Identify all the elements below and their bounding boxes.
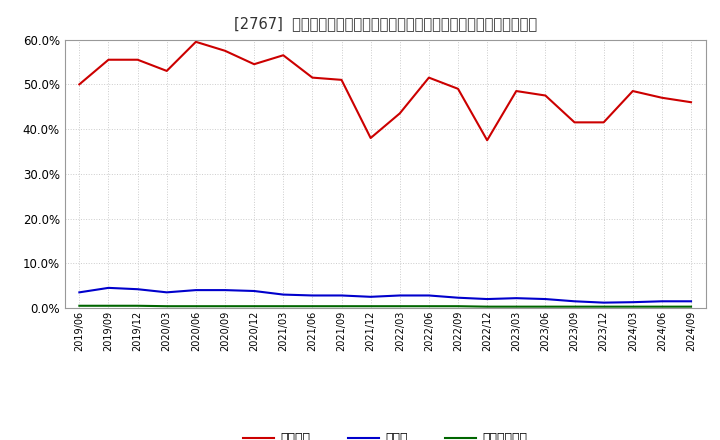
繰延税金資産 (425, 304, 433, 309)
のれん (657, 299, 666, 304)
のれん (163, 290, 171, 295)
のれん (220, 287, 229, 293)
自己資本 (454, 86, 462, 92)
繰延税金資産 (687, 304, 696, 309)
のれん (454, 295, 462, 301)
自己資本 (250, 62, 258, 67)
自己資本 (687, 99, 696, 105)
のれん (250, 288, 258, 293)
繰延税金資産 (483, 304, 492, 309)
のれん (75, 290, 84, 295)
繰延税金資産 (395, 304, 404, 309)
のれん (279, 292, 287, 297)
自己資本 (220, 48, 229, 53)
自己資本 (541, 93, 550, 98)
Legend: 自己資本, のれん, 繰延税金資産: 自己資本, のれん, 繰延税金資産 (238, 427, 533, 440)
のれん (192, 287, 200, 293)
のれん (599, 300, 608, 305)
繰延税金資産 (629, 304, 637, 309)
繰延税金資産 (366, 304, 375, 309)
繰延税金資産 (570, 304, 579, 309)
自己資本 (425, 75, 433, 80)
自己資本 (104, 57, 113, 62)
繰延税金資産 (657, 304, 666, 309)
のれん (541, 297, 550, 302)
自己資本 (395, 111, 404, 116)
繰延税金資産 (279, 304, 287, 309)
自己資本 (133, 57, 142, 62)
のれん (483, 297, 492, 302)
繰延税金資産 (454, 304, 462, 309)
のれん (366, 294, 375, 300)
繰延税金資産 (104, 303, 113, 308)
のれん (570, 299, 579, 304)
自己資本 (599, 120, 608, 125)
Line: のれん: のれん (79, 288, 691, 303)
自己資本 (337, 77, 346, 82)
繰延税金資産 (75, 303, 84, 308)
自己資本 (570, 120, 579, 125)
のれん (512, 296, 521, 301)
繰延税金資産 (133, 303, 142, 308)
自己資本 (512, 88, 521, 94)
繰延税金資産 (163, 304, 171, 309)
繰延税金資産 (512, 304, 521, 309)
自己資本 (279, 53, 287, 58)
のれん (104, 285, 113, 290)
のれん (425, 293, 433, 298)
自己資本 (308, 75, 317, 80)
繰延税金資産 (599, 304, 608, 309)
自己資本 (366, 136, 375, 141)
繰延税金資産 (541, 304, 550, 309)
自己資本 (657, 95, 666, 100)
繰延税金資産 (308, 304, 317, 309)
繰延税金資産 (192, 304, 200, 309)
Title: [2767]  自己資本、のれん、繰延税金資産の総資産に対する比率の推移: [2767] 自己資本、のれん、繰延税金資産の総資産に対する比率の推移 (233, 16, 537, 32)
繰延税金資産 (220, 304, 229, 309)
自己資本 (163, 68, 171, 73)
のれん (133, 286, 142, 292)
のれん (308, 293, 317, 298)
のれん (629, 300, 637, 305)
Line: 繰延税金資産: 繰延税金資産 (79, 306, 691, 307)
のれん (337, 293, 346, 298)
繰延税金資産 (250, 304, 258, 309)
自己資本 (483, 138, 492, 143)
のれん (687, 299, 696, 304)
自己資本 (75, 82, 84, 87)
自己資本 (629, 88, 637, 94)
繰延税金資産 (337, 304, 346, 309)
自己資本 (192, 39, 200, 44)
のれん (395, 293, 404, 298)
Line: 自己資本: 自己資本 (79, 42, 691, 140)
